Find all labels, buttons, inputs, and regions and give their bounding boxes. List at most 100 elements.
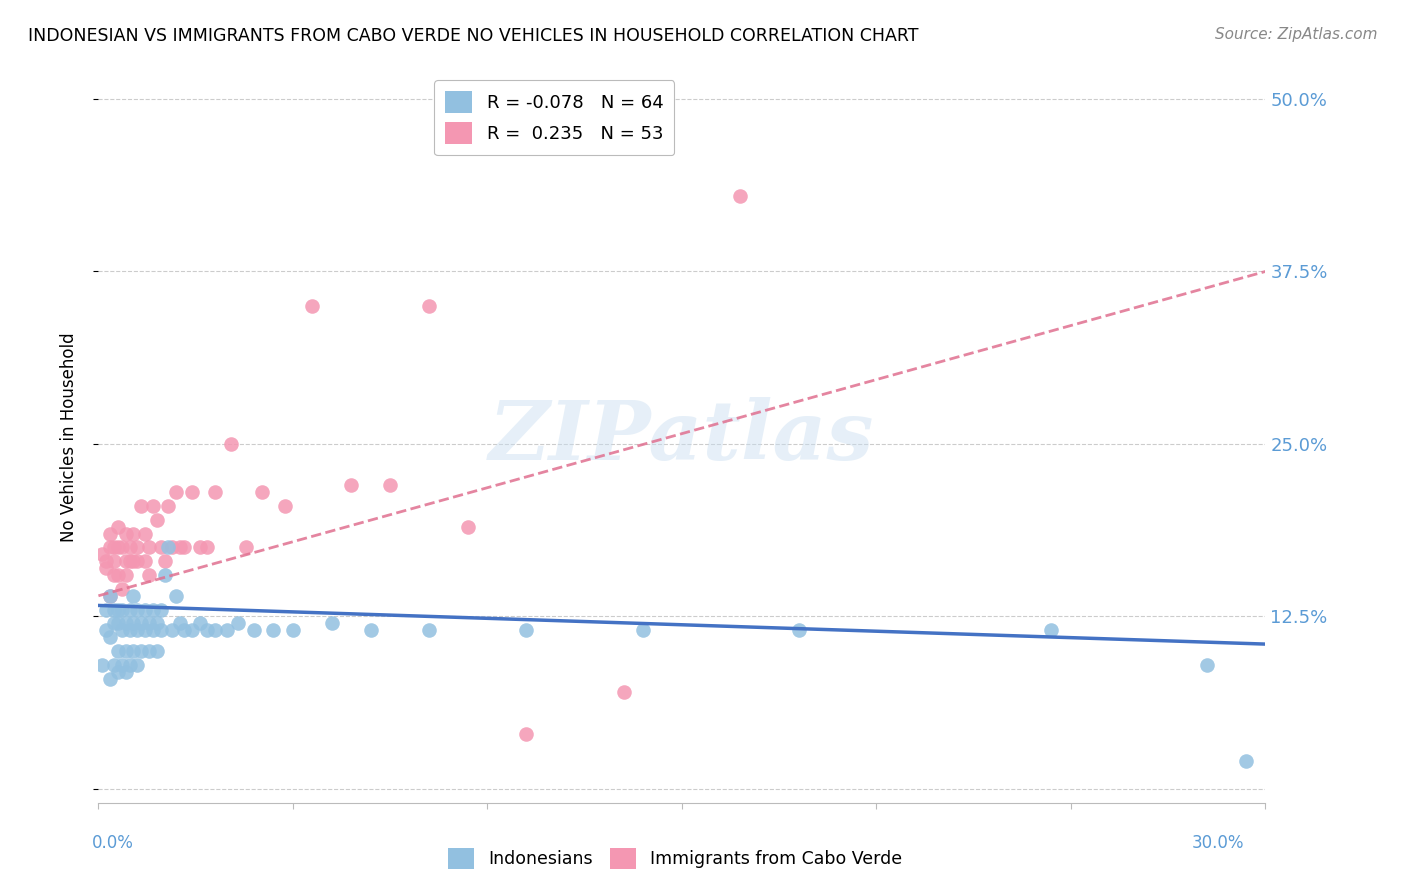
Point	[96, 624, 118, 638]
Point	[118, 602, 141, 616]
Point	[157, 541, 180, 555]
Point	[149, 624, 172, 638]
Point	[380, 478, 402, 492]
Point	[195, 624, 218, 638]
Point	[340, 478, 363, 492]
Text: 0.0%: 0.0%	[91, 834, 134, 852]
Point	[103, 554, 125, 568]
Point	[173, 541, 195, 555]
Point	[127, 541, 149, 555]
Point	[515, 624, 537, 638]
Point	[98, 526, 121, 541]
Point	[1195, 657, 1218, 672]
Text: INDONESIAN VS IMMIGRANTS FROM CABO VERDE NO VEHICLES IN HOUSEHOLD CORRELATION CH: INDONESIAN VS IMMIGRANTS FROM CABO VERDE…	[28, 27, 918, 45]
Point	[98, 630, 121, 644]
Point	[107, 568, 129, 582]
Point	[111, 624, 134, 638]
Point	[127, 602, 149, 616]
Point	[515, 727, 537, 741]
Point	[153, 554, 176, 568]
Point	[118, 657, 141, 672]
Point	[127, 657, 149, 672]
Point	[243, 624, 266, 638]
Point	[180, 485, 202, 500]
Point	[129, 499, 152, 513]
Point	[103, 657, 125, 672]
Point	[219, 437, 242, 451]
Point	[114, 644, 136, 658]
Point	[118, 554, 141, 568]
Point	[98, 589, 121, 603]
Point	[142, 602, 165, 616]
Point	[122, 644, 145, 658]
Point	[142, 624, 165, 638]
Point	[134, 602, 156, 616]
Point	[301, 299, 323, 313]
Point	[188, 616, 211, 631]
Point	[157, 499, 180, 513]
Point	[111, 657, 134, 672]
Point	[169, 616, 191, 631]
Point	[631, 624, 654, 638]
Point	[129, 644, 152, 658]
Point	[103, 568, 125, 582]
Point	[111, 541, 134, 555]
Point	[146, 644, 169, 658]
Point	[418, 624, 440, 638]
Point	[103, 616, 125, 631]
Point	[188, 541, 211, 555]
Point	[149, 541, 172, 555]
Point	[134, 526, 156, 541]
Point	[111, 602, 134, 616]
Point	[107, 520, 129, 534]
Point	[457, 520, 479, 534]
Point	[96, 602, 118, 616]
Point	[96, 554, 118, 568]
Point	[107, 616, 129, 631]
Text: ZIPatlas: ZIPatlas	[489, 397, 875, 477]
Point	[129, 616, 152, 631]
Point	[173, 624, 195, 638]
Point	[321, 616, 343, 631]
Point	[103, 541, 125, 555]
Y-axis label: No Vehicles in Household: No Vehicles in Household	[59, 332, 77, 542]
Point	[195, 541, 218, 555]
Point	[228, 616, 250, 631]
Point	[149, 602, 172, 616]
Point	[114, 665, 136, 679]
Point	[98, 541, 121, 555]
Point	[114, 568, 136, 582]
Point	[122, 554, 145, 568]
Point	[114, 616, 136, 631]
Point	[281, 624, 304, 638]
Point	[162, 541, 184, 555]
Point	[114, 554, 136, 568]
Point	[134, 624, 156, 638]
Point	[118, 624, 141, 638]
Point	[146, 513, 169, 527]
Point	[730, 188, 752, 202]
Point	[114, 526, 136, 541]
Point	[118, 541, 141, 555]
Point	[153, 568, 176, 582]
Point	[107, 644, 129, 658]
Point	[204, 624, 226, 638]
Point	[787, 624, 810, 638]
Point	[165, 485, 187, 500]
Point	[360, 624, 382, 638]
Point	[138, 541, 160, 555]
Point	[134, 554, 156, 568]
Point	[169, 541, 191, 555]
Point	[165, 589, 187, 603]
Point	[235, 541, 257, 555]
Point	[418, 299, 440, 313]
Point	[103, 602, 125, 616]
Point	[204, 485, 226, 500]
Point	[1234, 755, 1257, 769]
Point	[138, 568, 160, 582]
Point	[274, 499, 297, 513]
Point	[98, 672, 121, 686]
Point	[127, 624, 149, 638]
Point	[96, 561, 118, 575]
Point	[111, 582, 134, 596]
